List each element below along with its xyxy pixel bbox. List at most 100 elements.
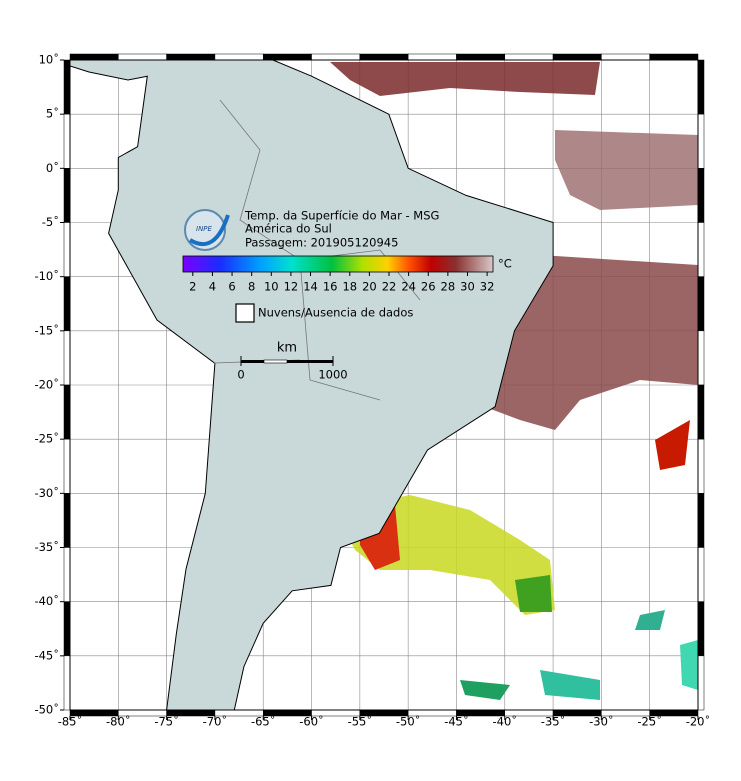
y-tick-label: -50˚ (34, 702, 59, 717)
sst-patch (540, 670, 600, 700)
frame-segment (649, 53, 699, 61)
x-tick-label: -80˚ (106, 714, 131, 729)
frame-segment (69, 53, 119, 61)
colorbar-tick-label: 18 (342, 280, 357, 294)
x-tick-label: -30˚ (589, 714, 614, 729)
x-tick-label: -65˚ (251, 714, 276, 729)
frame-segment (262, 53, 312, 61)
colorbar-tick-label: 4 (209, 280, 216, 294)
colorbar-tick-label: 6 (228, 280, 235, 294)
frame-segment (601, 53, 650, 61)
frame-segment (166, 53, 216, 61)
x-tick-label: -60˚ (299, 714, 324, 729)
frame-segment (407, 53, 457, 61)
y-tick-label: 10˚ (39, 52, 59, 67)
y-tick-label: -10˚ (34, 268, 59, 283)
colorbar-tick-label: 24 (401, 280, 416, 294)
colorbar-tick-label: 14 (303, 280, 318, 294)
frame-segment (552, 53, 602, 61)
frame-segment (63, 113, 71, 169)
frame-segment (697, 330, 705, 386)
y-tick-label: -45˚ (34, 647, 59, 662)
y-tick-label: -15˚ (34, 322, 59, 337)
frame-segment (697, 438, 705, 494)
frame-segment (118, 53, 167, 61)
colorbar-tick-label: 8 (248, 280, 255, 294)
frame-segment (697, 601, 705, 657)
frame-segment (456, 53, 506, 61)
colorbar-tick-label: 26 (421, 280, 436, 294)
sst-patch (555, 130, 698, 210)
y-tick-label: -20˚ (34, 377, 59, 392)
colorbar-tick-label: 22 (382, 280, 397, 294)
frame-segment (63, 384, 71, 440)
legend-pass: Passagem: 201905120945 (245, 236, 398, 250)
y-tick-label: -40˚ (34, 593, 59, 608)
legend-title: Temp. da Superfície do Mar - MSG (244, 209, 439, 223)
frame-segment (697, 276, 705, 332)
colorbar-tick-label: 12 (284, 280, 299, 294)
colorbar-tick-label: 10 (264, 280, 279, 294)
frame-segment (311, 53, 361, 61)
frame-segment (697, 384, 705, 440)
sst-patch (680, 640, 698, 690)
frame-segment (63, 59, 71, 115)
frame-segment (63, 655, 71, 711)
colorbar-unit: °C (498, 257, 512, 271)
scale-bar-segment (263, 359, 288, 364)
frame-segment (63, 601, 71, 657)
x-tick-label: -25˚ (637, 714, 662, 729)
y-tick-label: -30˚ (34, 485, 59, 500)
x-tick-label: -85˚ (58, 714, 83, 729)
y-tick-label: -35˚ (34, 539, 59, 554)
frame-segment (697, 113, 705, 169)
sst-patch (655, 420, 690, 470)
frame-segment (504, 53, 554, 61)
logo-text: INPE (196, 225, 213, 233)
sst-patch (515, 575, 552, 612)
x-tick-label: -70˚ (203, 714, 228, 729)
colorbar-tick-label: 16 (323, 280, 338, 294)
frame-segment (63, 330, 71, 386)
frame-segment (63, 493, 71, 548)
x-tick-label: -55˚ (348, 714, 373, 729)
colorbar-tick-label: 20 (362, 280, 377, 294)
x-tick-label: -50˚ (396, 714, 421, 729)
y-tick-label: -25˚ (34, 431, 59, 446)
map-border (69, 59, 699, 711)
frame-segment (63, 222, 71, 277)
frame-segment (63, 168, 71, 223)
legend-region: América do Sul (245, 222, 332, 236)
frame-segment (697, 493, 705, 548)
frame-segment (63, 438, 71, 494)
frame-segment (697, 655, 705, 711)
frame-segment (697, 59, 705, 115)
colorbar-tick-label: 28 (441, 280, 456, 294)
x-tick-label: -35˚ (541, 714, 566, 729)
sst-patches (330, 62, 698, 700)
sst-patch (460, 680, 510, 700)
sst-patch (330, 62, 600, 96)
x-tick-label: -20˚ (686, 714, 711, 729)
clouds-swatch (235, 303, 255, 323)
clouds-label: Nuvens/Ausencia de dados (258, 306, 413, 320)
y-tick-label: 0˚ (46, 160, 59, 175)
colorbar-tick-label: 32 (480, 280, 495, 294)
x-tick-label: -75˚ (154, 714, 179, 729)
colorbar-tick-label: 2 (189, 280, 196, 294)
colorbar (182, 255, 494, 273)
y-tick-label: -5˚ (42, 214, 59, 229)
frame-segment (697, 168, 705, 223)
sst-patch (635, 610, 665, 630)
x-tick-label: -40˚ (492, 714, 517, 729)
frame-segment (697, 547, 705, 602)
frame-segment (214, 53, 264, 61)
frame-segment (359, 53, 409, 61)
frame-segment (697, 222, 705, 277)
scale-unit: km (277, 341, 297, 356)
frame-segment (63, 276, 71, 332)
colorbar-tick-label: 30 (460, 280, 475, 294)
legend: INPE Temp. da Superfície do Mar - MSG Am… (182, 209, 512, 382)
